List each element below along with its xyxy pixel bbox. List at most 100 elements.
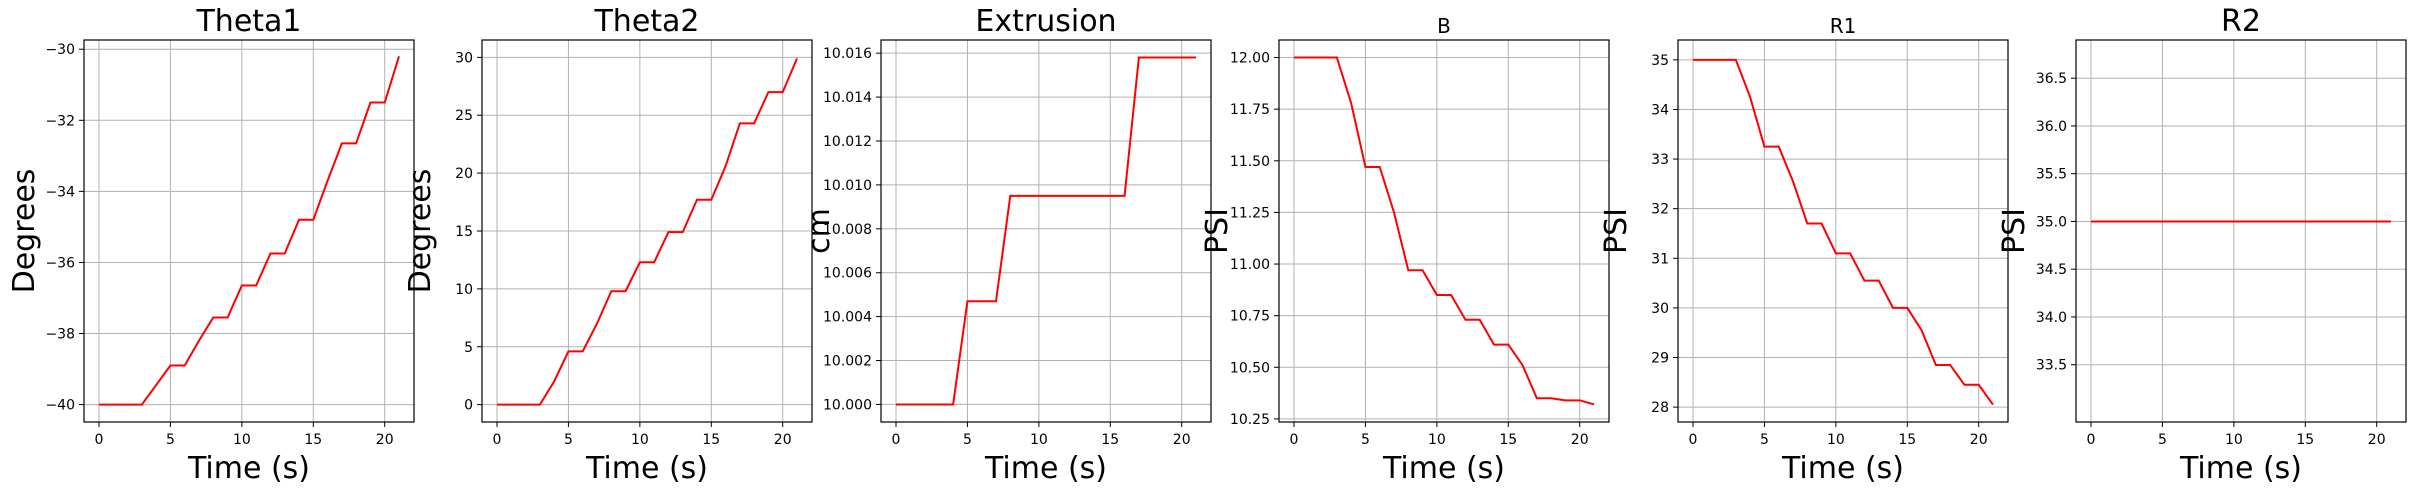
x-tick-label: 0: [1689, 432, 1698, 448]
y-tick-label: 10.010: [823, 178, 872, 194]
plot-frame: [1677, 39, 2009, 423]
y-tick-label: 10.75: [1230, 309, 1270, 325]
y-tick-label: 10.50: [1230, 360, 1270, 376]
x-tick-label: 0: [892, 432, 901, 448]
x-tick-label: 10: [2225, 432, 2243, 448]
x-axis-label: Time (s): [1781, 451, 1904, 486]
data-line-series-1: [896, 56, 1196, 406]
x-axis-label: Time (s): [187, 451, 310, 486]
y-tick-label: 10.000: [823, 397, 872, 413]
subplot-5: 0 5 10 15 20 28 29 30 31 32 33 34 35 R1 Time (s) PSI: [1599, 14, 2009, 486]
data-line-series-1: [1693, 58, 1994, 406]
y-tick-label: 15: [455, 224, 473, 240]
x-tick-label: 15: [304, 432, 322, 448]
x-axis-label: Time (s): [2179, 451, 2302, 486]
x-tick-label: 10: [233, 432, 251, 448]
x-tick-label: 15: [1101, 432, 1119, 448]
y-tick-label: 5: [464, 340, 473, 356]
y-tick-label: 34: [1651, 102, 1669, 118]
x-tick-label: 5: [1361, 432, 1370, 448]
subplot-4: 0 5 10 15 20 10.25 10.50 10.75 11.00 11.25 11.50 11…: [1200, 14, 1610, 486]
x-tick-label: 20: [774, 432, 792, 448]
x-tick-label: 5: [963, 432, 972, 448]
y-tick-label: 34.5: [2036, 262, 2067, 278]
y-tick-label: −34: [45, 184, 75, 200]
y-tick-label: 33: [1651, 152, 1669, 168]
plot-frame: [1278, 39, 1610, 423]
y-tick-label: 10.25: [1230, 412, 1270, 428]
y-tick-label: −36: [45, 255, 75, 271]
x-tick-label: 5: [2158, 432, 2167, 448]
y-tick-label: 32: [1651, 202, 1669, 218]
x-tick-label: 20: [1173, 432, 1191, 448]
y-axis-label: PSI: [1200, 208, 1235, 254]
y-tick-label: 35.0: [2036, 214, 2067, 230]
x-tick-label: 20: [1970, 432, 1988, 448]
x-tick-label: 0: [95, 432, 104, 448]
y-tick-label: 28: [1651, 400, 1669, 416]
y-axis-label: PSI: [1599, 208, 1634, 254]
y-tick-label: 11.25: [1230, 205, 1270, 221]
x-tick-label: 15: [1898, 432, 1916, 448]
x-tick-label: 0: [493, 432, 502, 448]
subplot-3: 0 5 10 15 20 10.000 10.002 10.004 10.006 10.008 10…: [802, 4, 1212, 486]
x-tick-label: 10: [1428, 432, 1446, 448]
y-tick-label: −32: [45, 113, 75, 129]
data-line-series-1: [1294, 56, 1595, 406]
subplot-title: R1: [1830, 14, 1857, 38]
y-tick-label: 10.002: [823, 354, 872, 370]
y-tick-label: 11.75: [1230, 102, 1270, 118]
y-tick-label: 25: [455, 108, 473, 124]
y-tick-label: −40: [45, 398, 75, 414]
x-tick-label: 10: [1827, 432, 1845, 448]
y-tick-label: −30: [45, 42, 75, 58]
y-tick-label: 30: [455, 50, 473, 66]
y-tick-label: 36.0: [2036, 119, 2067, 135]
x-tick-label: 20: [1571, 432, 1589, 448]
x-tick-label: 15: [2296, 432, 2314, 448]
subplot-title: B: [1437, 14, 1451, 38]
y-tick-label: 10.016: [823, 46, 872, 62]
x-axis-label: Time (s): [585, 451, 708, 486]
subplot-title: Theta2: [593, 4, 699, 39]
y-tick-label: 10.008: [823, 222, 872, 238]
y-tick-label: −38: [45, 327, 75, 343]
y-tick-label: 10.012: [823, 134, 872, 150]
y-tick-label: 35.5: [2036, 167, 2067, 183]
y-axis-label: Degrees: [7, 169, 42, 294]
x-tick-label: 5: [1760, 432, 1769, 448]
y-axis-label: PSI: [1997, 208, 2032, 254]
y-tick-label: 10.006: [823, 266, 872, 282]
x-tick-label: 5: [166, 432, 175, 448]
y-tick-label: 30: [1651, 301, 1669, 317]
x-axis-label: Time (s): [984, 451, 1107, 486]
y-tick-label: 31: [1651, 251, 1669, 267]
subplot-title: Theta1: [195, 4, 301, 39]
y-tick-label: 34.0: [2036, 310, 2067, 326]
y-tick-label: 29: [1651, 351, 1669, 367]
x-tick-label: 0: [1290, 432, 1299, 448]
y-tick-label: 11.00: [1230, 257, 1270, 273]
x-tick-label: 20: [376, 432, 394, 448]
x-tick-label: 5: [564, 432, 573, 448]
x-tick-label: 15: [702, 432, 720, 448]
data-line-series-1: [497, 58, 798, 406]
plot-frame: [83, 39, 415, 423]
y-tick-label: 11.50: [1230, 154, 1270, 170]
subplot-6: 0 5 10 15 20 33.5 34.0 34.5 35.0 35.5 36.0 36.5 R2 Ti…: [1997, 4, 2407, 486]
x-tick-label: 10: [631, 432, 649, 448]
x-tick-label: 10: [1030, 432, 1048, 448]
y-tick-label: 0: [464, 398, 473, 414]
x-axis-label: Time (s): [1382, 451, 1505, 486]
subplot-title: R2: [2221, 4, 2261, 39]
y-tick-label: 10.014: [823, 90, 872, 106]
y-tick-label: 10: [455, 282, 473, 298]
y-tick-label: 36.5: [2036, 71, 2067, 87]
x-tick-label: 0: [2087, 432, 2096, 448]
y-tick-label: 12.00: [1230, 51, 1270, 67]
x-tick-label: 20: [2368, 432, 2386, 448]
y-tick-label: 20: [455, 166, 473, 182]
data-line-series-1: [99, 56, 400, 406]
y-axis-label: Degrees: [403, 169, 438, 294]
